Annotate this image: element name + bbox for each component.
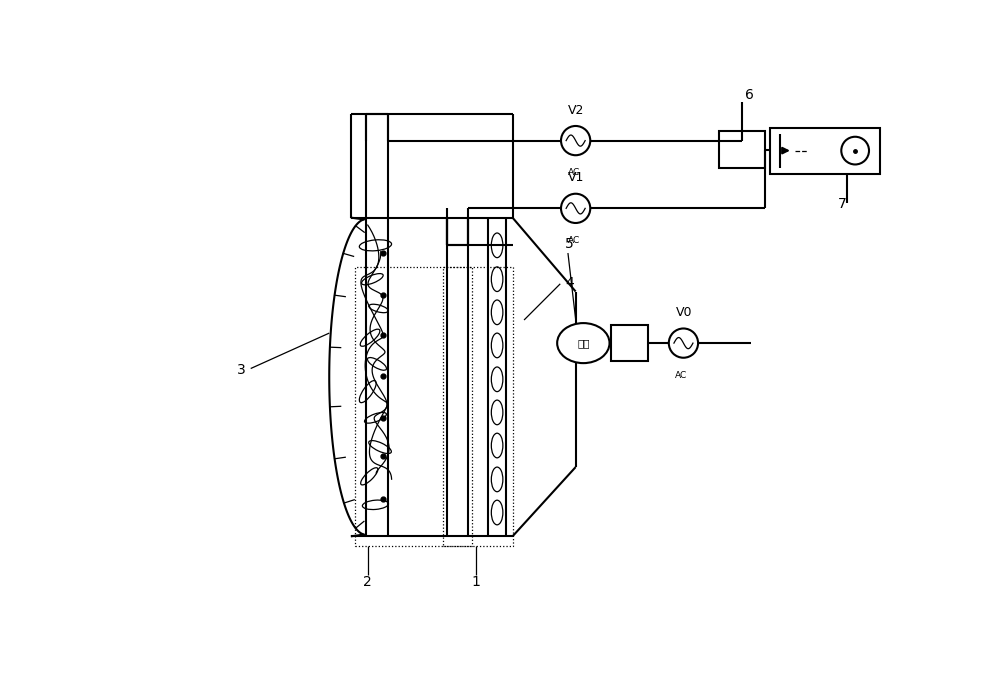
- Bar: [611, 326, 648, 361]
- Text: V1: V1: [568, 172, 585, 185]
- Text: AC: AC: [568, 236, 580, 245]
- Text: 7: 7: [838, 198, 847, 211]
- Text: 2: 2: [363, 575, 372, 589]
- Text: 3: 3: [237, 363, 246, 377]
- Circle shape: [561, 126, 590, 155]
- Circle shape: [841, 137, 869, 164]
- Ellipse shape: [557, 323, 610, 363]
- Circle shape: [561, 194, 590, 223]
- Text: 5: 5: [565, 237, 574, 252]
- Text: 灯泡: 灯泡: [577, 338, 590, 348]
- Text: 1: 1: [471, 575, 480, 589]
- Bar: [770, 127, 880, 174]
- Circle shape: [669, 328, 698, 358]
- Bar: [443, 267, 513, 546]
- Text: V0: V0: [676, 306, 693, 319]
- Text: AC: AC: [568, 168, 580, 177]
- Bar: [355, 267, 472, 546]
- Text: 6: 6: [745, 88, 754, 102]
- Text: AC: AC: [675, 371, 688, 380]
- Text: 4: 4: [565, 276, 574, 290]
- Text: V2: V2: [568, 104, 585, 117]
- Bar: [719, 131, 765, 168]
